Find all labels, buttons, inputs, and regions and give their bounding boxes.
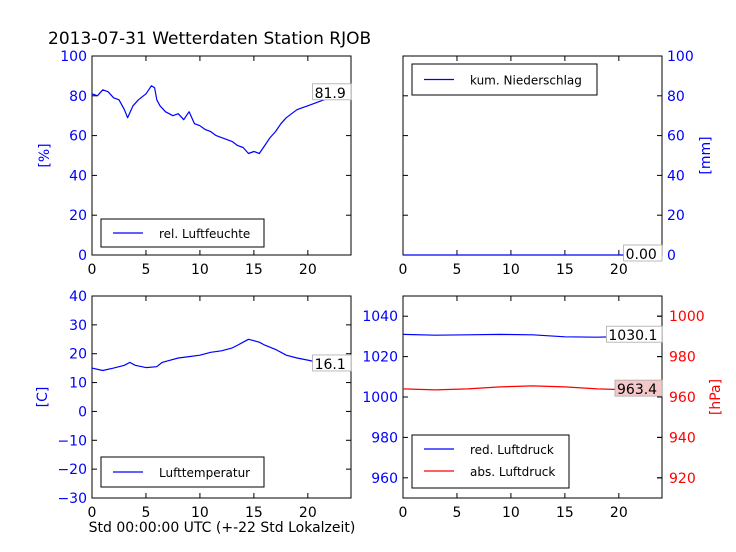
legend: Lufttemperatur <box>100 456 265 488</box>
y-tick-label: −30 <box>57 491 87 507</box>
figure-title: 2013-07-31 Wetterdaten Station RJOB <box>48 29 371 49</box>
legend: rel. Luftfeuchte <box>100 218 265 248</box>
y-tick-label: 20 <box>667 208 685 224</box>
y-tick-label: 60 <box>69 129 87 145</box>
y-tick-label: 100 <box>667 49 694 65</box>
legend-entry: red. Luftdruck <box>470 443 554 457</box>
legend-entry: kum. Niederschlag <box>470 74 582 88</box>
x-tick-label: 10 <box>502 505 520 521</box>
y2-tick-label: 980 <box>669 350 696 366</box>
y-tick-label: 30 <box>69 318 87 334</box>
y-tick-label: 20 <box>69 208 87 224</box>
y-tick-label: 80 <box>667 89 685 105</box>
chart-panel-temperature: 0 5 10 15 20 −30 −20 −10 0 10 20 30 40 [C] Lufttempera… <box>35 289 352 521</box>
y-tick-label: 0 <box>78 404 87 420</box>
x-tick-label: 20 <box>610 262 628 278</box>
x-tick-label: 10 <box>191 505 209 521</box>
value-label-box <box>623 244 663 262</box>
x-tick-label: 5 <box>452 262 461 278</box>
x-tick-label: 5 <box>141 505 150 521</box>
y-tick-label: 40 <box>69 289 87 305</box>
legend: kum. Niederschlag <box>411 63 598 96</box>
value-label-box <box>312 83 352 101</box>
value-label: 0.00 <box>626 247 657 263</box>
x-tick-label: 0 <box>399 262 408 278</box>
y-tick-label: 100 <box>60 49 87 65</box>
y-tick-label: 20 <box>69 347 87 363</box>
y2-tick-label: 960 <box>669 390 696 406</box>
x-tick-label: 5 <box>141 262 150 278</box>
y2-tick-label: 1000 <box>669 309 705 325</box>
y-tick-label: 40 <box>69 168 87 184</box>
y-axis-label: [hPa] <box>708 379 724 415</box>
x-tick-label: 15 <box>245 505 263 521</box>
x-tick-label: 0 <box>399 505 408 521</box>
value-label: 16.1 <box>315 357 346 373</box>
legend-entry: abs. Luftdruck <box>470 465 555 479</box>
chart-panel-pressure: 0 5 10 15 20 960 980 1000 1020 1040 920 940 960 980 10… <box>362 295 724 521</box>
value-label: 1030.1 <box>608 328 657 344</box>
y-axis-label: [C] <box>35 387 51 408</box>
plot-frame <box>91 55 352 256</box>
x-tick-label: 15 <box>556 505 574 521</box>
x-tick-label: 5 <box>452 505 461 521</box>
x-tick-label: 15 <box>245 262 263 278</box>
x-axis-label: Std 00:00:00 UTC (+-22 Std Lokalzeit) <box>89 520 356 536</box>
y-tick-label: 80 <box>69 89 87 105</box>
y2-tick-label: 920 <box>669 471 696 487</box>
y-axis-label: [%] <box>37 143 53 167</box>
x-tick-label: 10 <box>502 262 520 278</box>
value-label: 81.9 <box>315 86 346 102</box>
value-label-box <box>606 325 663 343</box>
y2-tick-label: 940 <box>669 430 696 446</box>
legend-entry: rel. Luftfeuchte <box>159 227 250 241</box>
y-tick-label: −10 <box>57 433 87 449</box>
x-tick-label: 0 <box>88 262 97 278</box>
y-tick-label: 980 <box>371 430 398 446</box>
y-tick-label: 40 <box>667 168 685 184</box>
x-tick-label: 15 <box>556 262 574 278</box>
y-tick-label: 0 <box>78 248 87 264</box>
value-label-box <box>614 379 663 397</box>
y-tick-label: 60 <box>667 129 685 145</box>
y-tick-label: −20 <box>57 462 87 478</box>
legend-entry: Lufttemperatur <box>159 466 250 480</box>
x-tick-label: 20 <box>299 505 317 521</box>
value-label-box <box>312 354 352 372</box>
value-label: 963.4 <box>617 382 657 398</box>
x-tick-label: 20 <box>299 262 317 278</box>
plot-frame <box>91 295 352 499</box>
legend-box <box>411 434 570 489</box>
series-line-temperature-0 <box>91 338 352 372</box>
y-tick-label: 1020 <box>362 350 398 366</box>
y-tick-label: 1040 <box>362 309 398 325</box>
x-tick-label: 0 <box>88 505 97 521</box>
y-tick-label: 10 <box>69 376 87 392</box>
chart-panel-humidity: 0 5 10 15 20 0 20 40 60 80 100 [%] rel. Luftfeuchte 8… <box>37 49 352 278</box>
y-tick-label: 0 <box>667 248 676 264</box>
y-tick-label: 960 <box>371 471 398 487</box>
series-line-humidity-0 <box>91 85 351 155</box>
x-tick-label: 10 <box>191 262 209 278</box>
y-tick-label: 1000 <box>362 390 398 406</box>
x-tick-label: 20 <box>610 505 628 521</box>
y-axis-label: [mm] <box>698 136 714 174</box>
chart-panel-precipitation: 0 5 10 15 20 0 20 40 60 80 100 [mm] kum. Niederschla… <box>399 49 714 278</box>
legend: red. Luftdruck abs. Luftdruck <box>411 434 570 489</box>
